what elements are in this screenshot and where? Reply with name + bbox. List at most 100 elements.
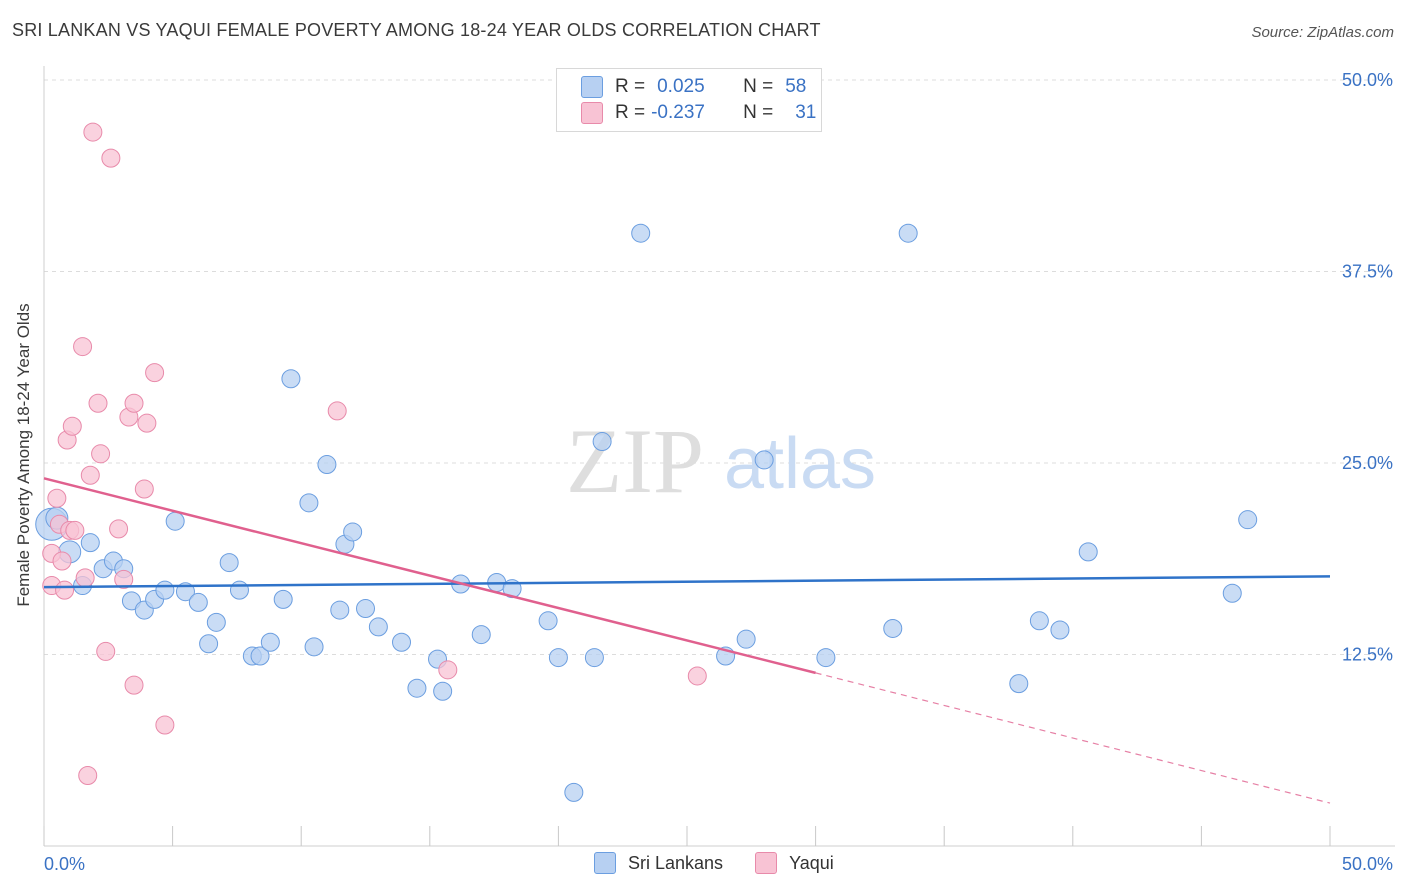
y-tick-label: 37.5%	[1342, 262, 1393, 282]
sri-lankans-point	[206, 612, 226, 632]
sri-lankans-point	[304, 637, 324, 657]
yaqui-point	[155, 715, 175, 735]
sri-lankans-point	[754, 450, 774, 470]
yaqui-point	[137, 413, 157, 433]
yaqui-point	[83, 122, 103, 142]
sri-lankans-point	[816, 648, 836, 668]
sri-lankans-trend-line	[43, 575, 1331, 589]
sri-lankans-point	[281, 369, 301, 389]
r-label: R =	[615, 102, 646, 123]
sri-lankans-point	[356, 599, 375, 619]
yaqui-point	[687, 666, 707, 686]
sri-lankans-point	[631, 223, 651, 243]
yaqui-trend-line	[43, 477, 816, 675]
yaqui-point	[96, 641, 116, 661]
legend-label: Sri Lankans	[628, 852, 724, 873]
sri-lankans-point	[584, 648, 604, 668]
sri-lankans-point	[1029, 611, 1049, 631]
sri-lankans-point	[199, 634, 219, 654]
n-value: 31	[795, 102, 817, 123]
yaqui-point	[73, 337, 93, 357]
source-credit: Source: ZipAtlas.com	[1251, 24, 1394, 41]
yaqui-point	[134, 479, 154, 499]
yaqui-point	[91, 444, 111, 464]
sri-lankans-swatch	[581, 76, 603, 98]
yaqui-point	[124, 675, 144, 695]
yaqui-point	[109, 519, 129, 539]
y-axis-label: Female Poverty Among 18-24 Year Olds	[14, 303, 33, 607]
yaqui-point	[327, 401, 347, 421]
sri-lankans-point	[80, 533, 100, 553]
sri-lankans-point	[433, 681, 453, 701]
sri-lankans-point	[392, 632, 412, 652]
yaqui-point	[55, 580, 75, 600]
n-value: 58	[785, 76, 807, 97]
y-tick-label: 25.0%	[1342, 453, 1393, 473]
sri-lankans-point	[538, 611, 558, 631]
legend-row-yaqui: R = -0.237 N = 31	[581, 101, 816, 125]
sri-lankans-point	[883, 618, 903, 638]
sri-lankans-point	[548, 648, 568, 668]
sri-lankans-point	[898, 223, 918, 243]
sri-lankans-point	[165, 511, 185, 531]
data-points	[35, 122, 1258, 802]
sri-lankans-point	[188, 592, 208, 612]
sri-lankans-point	[229, 580, 249, 600]
watermark-zip: ZIP	[566, 410, 704, 512]
sri-lankans-point	[260, 632, 280, 652]
yaqui-point	[145, 363, 165, 383]
yaqui-point	[65, 520, 85, 540]
yaqui-point	[80, 465, 100, 485]
sri-lankans-point	[1078, 542, 1098, 562]
sri-lankans-point	[1009, 674, 1029, 694]
chart-title: SRI LANKAN VS YAQUI FEMALE POVERTY AMONG…	[12, 20, 821, 40]
yaqui-point	[62, 416, 82, 436]
sri-lankans-point	[299, 493, 319, 513]
r-value: 0.025	[657, 76, 705, 97]
sri-lankans-point	[121, 591, 141, 611]
yaqui-point	[101, 148, 121, 168]
sri-lankans-point	[564, 782, 584, 802]
legend-item-yaqui[interactable]: Yaqui	[755, 852, 834, 874]
sri-lankans-point	[273, 589, 293, 609]
sri-lankans-point	[343, 522, 363, 542]
axes	[43, 66, 1395, 847]
sri-lankans-point	[1222, 583, 1242, 603]
x-tick-label: 0.0%	[44, 854, 85, 874]
sri-lankans-point	[330, 600, 350, 620]
n-label: N =	[743, 102, 774, 123]
legend-row-sri-lankans: R = 0.025 N = 58	[581, 75, 806, 99]
sri-lankans-point	[736, 629, 756, 649]
legend-label: Yaqui	[789, 852, 834, 873]
y-tick-label: 50.0%	[1342, 70, 1393, 90]
yaqui-trend-extension	[815, 672, 1331, 804]
r-label: R =	[615, 76, 646, 97]
trend-lines	[43, 477, 1331, 804]
x-tick-label: 50.0%	[1342, 854, 1393, 874]
sri-lankans-point	[250, 646, 270, 666]
yaqui-point	[52, 551, 72, 571]
tick-labels: 12.5% 25.0% 37.5% 50.0% 0.0% 50.0%	[44, 70, 1393, 874]
sri-lankans-point	[368, 617, 388, 637]
sri-lankans-point	[592, 432, 612, 452]
yaqui-point	[114, 569, 134, 589]
sri-lankans-point	[155, 580, 175, 600]
yaqui-point	[124, 393, 144, 413]
sri-lankans-point	[317, 455, 337, 475]
sri-lankans-point	[1238, 510, 1258, 530]
yaqui-swatch	[755, 852, 778, 874]
series-legend: Sri Lankans Yaqui	[594, 852, 866, 874]
sri-lankans-point	[1050, 620, 1070, 640]
n-label: N =	[743, 76, 774, 97]
yaqui-point	[78, 766, 98, 786]
r-value: -0.237	[651, 102, 705, 123]
correlation-legend: R = 0.025 N = 58 R = -0.237 N = 31	[556, 68, 822, 132]
sri-lankans-point	[407, 678, 427, 698]
yaqui-point	[88, 393, 108, 413]
legend-item-sri-lankans[interactable]: Sri Lankans	[594, 852, 723, 874]
watermark-atlas: atlas	[724, 424, 876, 504]
gridlines	[44, 79, 1395, 655]
yaqui-point	[47, 488, 67, 508]
sri-lankans-swatch	[594, 852, 616, 874]
